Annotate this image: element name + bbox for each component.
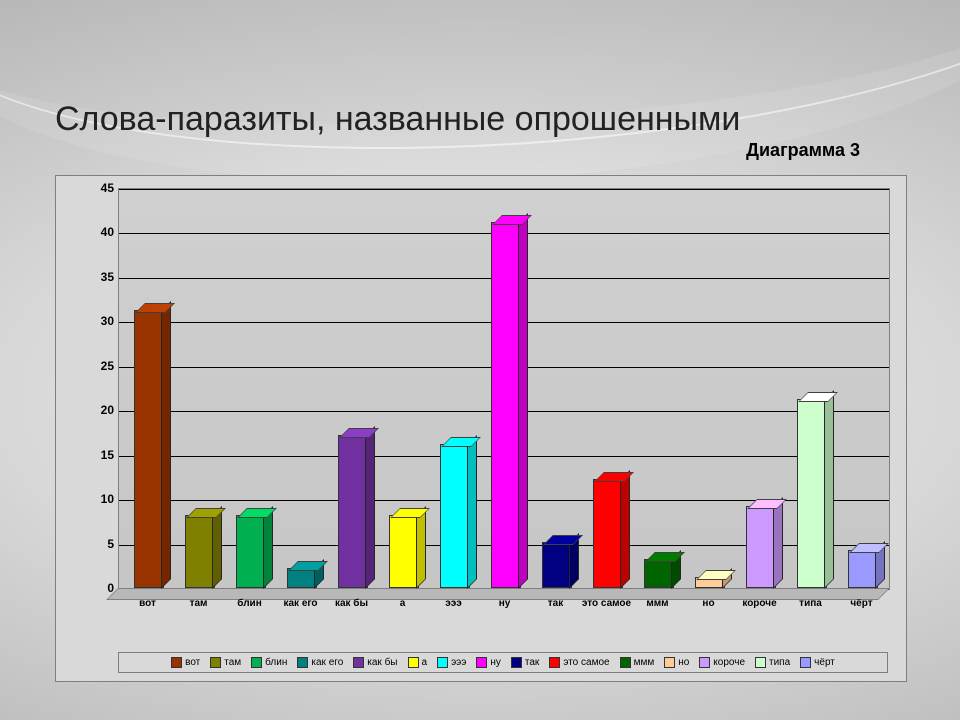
legend-item: но <box>664 657 689 668</box>
y-tick-label: 45 <box>86 181 114 195</box>
y-tick-label: 30 <box>86 314 114 328</box>
legend-label: это самое <box>563 657 609 668</box>
legend-item: ну <box>476 657 501 668</box>
legend-swatch <box>251 657 262 668</box>
legend-swatch <box>437 657 448 668</box>
x-tick-label: блин <box>224 598 275 609</box>
legend-swatch <box>800 657 811 668</box>
y-tick-label: 0 <box>86 581 114 595</box>
legend-label: блин <box>265 657 287 668</box>
legend-label: как бы <box>367 657 397 668</box>
y-tick-label: 25 <box>86 359 114 373</box>
grid-line <box>119 322 889 323</box>
legend-swatch <box>171 657 182 668</box>
legend-swatch <box>408 657 419 668</box>
x-tick-label: так <box>530 598 581 609</box>
x-tick-label: как его <box>275 598 326 609</box>
legend-label: короче <box>713 657 745 668</box>
x-tick-label: типа <box>785 598 836 609</box>
x-tick-label: ммм <box>632 598 683 609</box>
legend-swatch <box>549 657 560 668</box>
x-tick-label: эээ <box>428 598 479 609</box>
legend-swatch <box>511 657 522 668</box>
x-tick-label: вот <box>122 598 173 609</box>
grid-line <box>119 278 889 279</box>
page-title: Слова-паразиты, названные опрошенными <box>55 100 740 139</box>
chart-container: воттамблинкак егокак быаэээнутакэто само… <box>55 175 907 682</box>
legend-swatch <box>664 657 675 668</box>
legend-label: как его <box>311 657 343 668</box>
grid-line <box>119 456 889 457</box>
x-tick-label: короче <box>734 598 785 609</box>
legend-swatch <box>297 657 308 668</box>
legend-item: вот <box>171 657 200 668</box>
grid-line <box>119 367 889 368</box>
legend-swatch <box>210 657 221 668</box>
grid-line <box>119 545 889 546</box>
legend-item: ммм <box>620 657 655 668</box>
legend-item: чёрт <box>800 657 835 668</box>
legend-label: ммм <box>634 657 655 668</box>
y-tick-label: 35 <box>86 270 114 284</box>
y-tick-label: 40 <box>86 225 114 239</box>
legend-label: так <box>525 657 539 668</box>
x-tick-label: чёрт <box>836 598 887 609</box>
legend-label: а <box>422 657 428 668</box>
plot-area <box>118 188 890 590</box>
legend-label: эээ <box>451 657 466 668</box>
x-tick-label: а <box>377 598 428 609</box>
grid-line <box>119 189 889 190</box>
x-tick-label: это самое <box>581 598 632 609</box>
slide: Слова-паразиты, названные опрошенными Ди… <box>0 0 960 720</box>
grid-line <box>119 233 889 234</box>
legend-swatch <box>353 657 364 668</box>
legend-label: чёрт <box>814 657 835 668</box>
legend-swatch <box>755 657 766 668</box>
y-tick-label: 15 <box>86 448 114 462</box>
legend-item: блин <box>251 657 287 668</box>
legend-label: там <box>224 657 241 668</box>
legend-label: но <box>678 657 689 668</box>
legend-label: вот <box>185 657 200 668</box>
y-tick-label: 20 <box>86 403 114 417</box>
legend-swatch <box>476 657 487 668</box>
y-tick-label: 5 <box>86 537 114 551</box>
legend-item: там <box>210 657 241 668</box>
x-tick-label: но <box>683 598 734 609</box>
legend-item: короче <box>699 657 745 668</box>
legend-item: типа <box>755 657 790 668</box>
legend-item: как бы <box>353 657 397 668</box>
legend-item: а <box>408 657 428 668</box>
legend-swatch <box>620 657 631 668</box>
legend-label: типа <box>769 657 790 668</box>
grid-line <box>119 411 889 412</box>
legend-item: как его <box>297 657 343 668</box>
legend-item: эээ <box>437 657 466 668</box>
x-tick-label: ну <box>479 598 530 609</box>
grid-line <box>119 500 889 501</box>
chart-subtitle: Диаграмма 3 <box>746 140 860 161</box>
legend-label: ну <box>490 657 501 668</box>
x-tick-label: там <box>173 598 224 609</box>
x-tick-label: как бы <box>326 598 377 609</box>
legend: вот там блин как его как бы а эээ ну так это само… <box>118 652 888 673</box>
y-tick-label: 10 <box>86 492 114 506</box>
legend-swatch <box>699 657 710 668</box>
legend-item: это самое <box>549 657 609 668</box>
legend-item: так <box>511 657 539 668</box>
